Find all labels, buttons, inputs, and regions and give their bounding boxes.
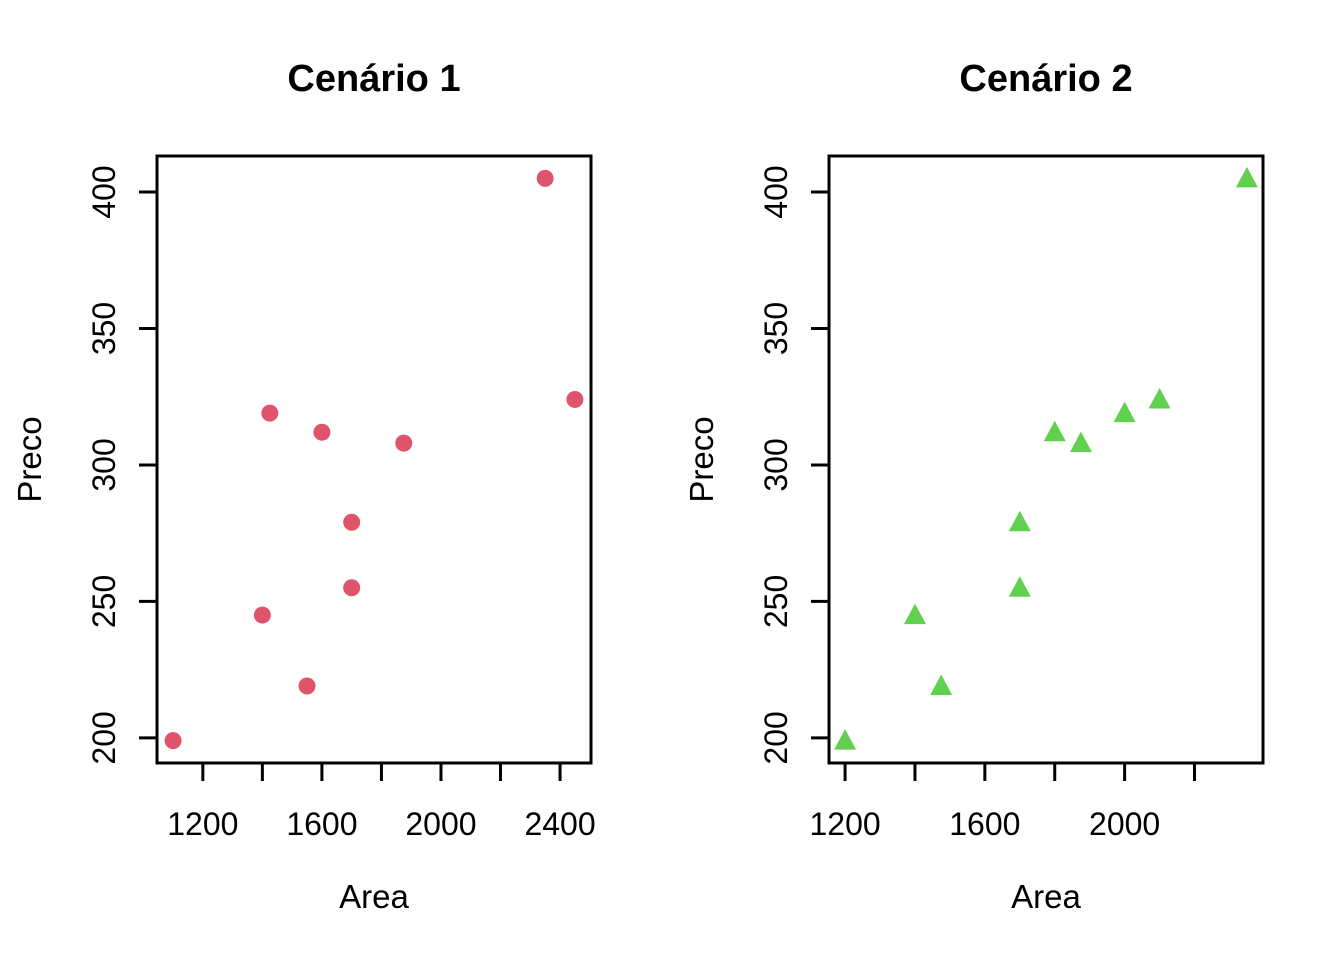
chart-title: Cenário 1 (287, 58, 460, 100)
y-tick-label: 400 (758, 165, 794, 218)
x-tick-label: 1600 (949, 806, 1020, 842)
data-point (903, 603, 926, 625)
x-axis-label: Area (339, 878, 409, 915)
y-tick-label: 300 (86, 438, 122, 491)
data-point (313, 423, 331, 441)
data-point (164, 732, 182, 750)
data-point (1148, 387, 1171, 409)
x-tick-label: 1200 (167, 806, 238, 842)
y-tick-label: 250 (758, 575, 794, 628)
y-tick-label: 200 (758, 711, 794, 764)
x-tick-label: 2000 (405, 806, 476, 842)
data-point (253, 606, 271, 624)
data-point (395, 434, 413, 452)
data-point (536, 169, 554, 187)
x-tick-label: 1600 (286, 806, 357, 842)
cenario-1-plot-svg: 1200 1600 2000 2400 200 250 300 350 400 Cenário 1… (11, 58, 596, 915)
y-tick-label: 300 (758, 438, 794, 491)
data-point (930, 674, 953, 696)
data-point (343, 579, 361, 597)
x-tick-label: 2400 (524, 806, 595, 842)
chart-cenario-1: 1200 1600 2000 2400 200 250 300 350 400 Cenário 1… (11, 58, 596, 915)
data-point (1235, 166, 1258, 188)
y-tick-label: 400 (86, 165, 122, 218)
data-point (1113, 401, 1136, 423)
x-tick-label: 2000 (1089, 806, 1160, 842)
data-point (1008, 510, 1031, 532)
data-point (1008, 576, 1031, 597)
plot-box (155, 154, 593, 765)
x-tick-label: 1200 (809, 806, 880, 842)
y-axis-label: Preco (11, 416, 48, 502)
y-tick-label: 350 (86, 302, 122, 355)
cenario-2-plot-svg: 1200 1600 2000 200 250 300 350 400 Cenário 2 Area… (683, 58, 1265, 915)
data-point (834, 729, 857, 750)
chart-title: Cenário 2 (959, 58, 1132, 100)
data-point (566, 390, 584, 408)
x-axis-label: Area (1011, 878, 1081, 915)
data-point (261, 404, 279, 422)
data-point (1069, 431, 1092, 453)
y-axis-label: Preco (683, 416, 720, 502)
data-point (343, 513, 361, 531)
y-tick-label: 350 (758, 302, 794, 355)
y-tick-label: 200 (86, 711, 122, 764)
plot-box (827, 154, 1265, 765)
data-point (1043, 420, 1066, 442)
data-point (298, 677, 316, 695)
y-tick-label: 250 (86, 575, 122, 628)
chart-cenario-2: 1200 1600 2000 200 250 300 350 400 Cenário 2 Area… (672, 0, 1344, 960)
